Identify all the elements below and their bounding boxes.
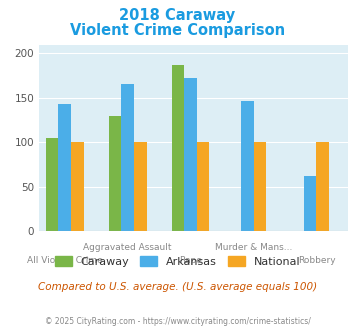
Text: Rape: Rape bbox=[179, 256, 202, 265]
Text: © 2025 CityRating.com - https://www.cityrating.com/crime-statistics/: © 2025 CityRating.com - https://www.city… bbox=[45, 317, 310, 326]
Bar bbox=[241, 101, 253, 231]
Bar bbox=[109, 116, 121, 231]
Text: Robbery: Robbery bbox=[297, 256, 335, 265]
Text: Murder & Mans...: Murder & Mans... bbox=[215, 244, 292, 252]
Text: Violent Crime Comparison: Violent Crime Comparison bbox=[70, 23, 285, 38]
Bar bbox=[184, 78, 197, 231]
Bar bbox=[134, 142, 147, 231]
Legend: Caraway, Arkansas, National: Caraway, Arkansas, National bbox=[50, 251, 305, 271]
Bar bbox=[59, 104, 71, 231]
Bar bbox=[253, 142, 266, 231]
Text: All Violent Crime: All Violent Crime bbox=[27, 256, 103, 265]
Bar bbox=[121, 83, 134, 231]
Text: Compared to U.S. average. (U.S. average equals 100): Compared to U.S. average. (U.S. average … bbox=[38, 282, 317, 292]
Bar bbox=[46, 138, 59, 231]
Bar bbox=[172, 65, 184, 231]
Bar bbox=[316, 142, 329, 231]
Bar bbox=[197, 142, 209, 231]
Text: 2018 Caraway: 2018 Caraway bbox=[119, 8, 236, 23]
Bar bbox=[304, 176, 316, 231]
Text: Aggravated Assault: Aggravated Assault bbox=[83, 244, 172, 252]
Bar bbox=[71, 142, 84, 231]
